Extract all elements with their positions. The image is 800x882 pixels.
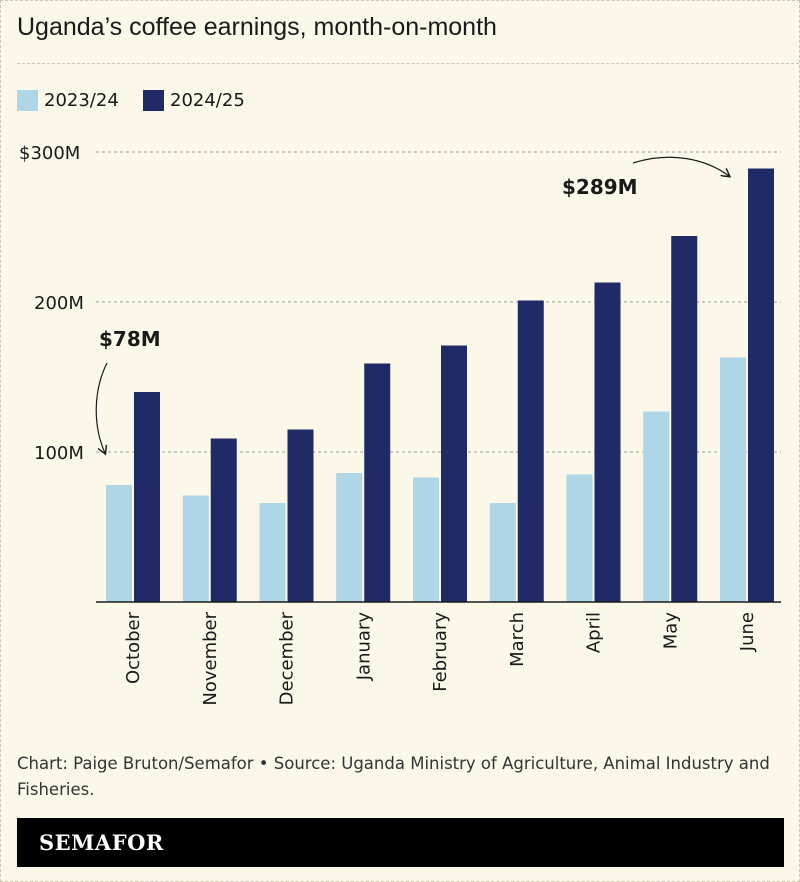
source-note: Chart: Paige Bruton/Semafor • Source: Ug… bbox=[17, 754, 770, 799]
bar-2023-24-january bbox=[336, 473, 363, 602]
bar-2024-25-february bbox=[441, 345, 467, 602]
y-tick-label: 100M bbox=[34, 443, 84, 464]
bar-2023-24-december bbox=[259, 503, 286, 602]
x-tick-label: April bbox=[584, 612, 605, 653]
x-tick-label: March bbox=[507, 612, 528, 667]
bar-2024-25-november bbox=[210, 438, 237, 602]
x-tick-label: October bbox=[123, 611, 144, 684]
legend-label: 2024/25 bbox=[170, 90, 245, 111]
bar-2024-25-march bbox=[517, 300, 544, 602]
x-tick-label: May bbox=[660, 612, 681, 650]
legend-swatch bbox=[143, 90, 164, 111]
annotation-289m: $289M bbox=[562, 175, 638, 199]
bar-2024-25-october bbox=[134, 392, 160, 602]
x-tick-label: January bbox=[353, 612, 374, 682]
x-tick-label: December bbox=[277, 611, 298, 705]
bar-2024-25-january bbox=[364, 363, 391, 602]
annotation-arrow bbox=[95, 362, 108, 453]
bar-2024-25-april bbox=[594, 282, 621, 602]
chart-title: Uganda’s coffee earnings, month-on-month bbox=[17, 13, 497, 41]
bar-2023-24-april bbox=[566, 474, 593, 602]
bar-2023-24-november bbox=[182, 495, 209, 602]
bar-2023-24-february bbox=[413, 477, 439, 602]
y-tick-label: $300M bbox=[19, 143, 80, 164]
semafor-logo: SEMAFOR bbox=[39, 830, 164, 855]
legend-label: 2023/24 bbox=[44, 90, 119, 111]
annotation-arrow bbox=[632, 156, 729, 176]
bar-2023-24-october bbox=[106, 485, 132, 602]
brand-bar: SEMAFOR bbox=[17, 818, 784, 867]
bar-2024-25-december bbox=[287, 429, 314, 602]
x-tick-label: November bbox=[200, 611, 221, 705]
bar-2023-24-march bbox=[489, 503, 516, 602]
bar-2024-25-june bbox=[748, 168, 774, 602]
legend-item-2023-24: 2023/24 bbox=[17, 90, 119, 111]
x-tick-label: June bbox=[737, 612, 758, 652]
bar-2023-24-june bbox=[720, 357, 746, 602]
bar-2023-24-may bbox=[643, 411, 670, 602]
annotation-78m: $78M bbox=[99, 327, 161, 351]
legend-item-2024-25: 2024/25 bbox=[143, 90, 245, 111]
bar-2024-25-may bbox=[671, 236, 698, 602]
x-tick-label: February bbox=[430, 612, 451, 692]
bar-chart: 100M 200M $300M October November December Janu… bbox=[19, 143, 781, 706]
title-divider bbox=[17, 63, 799, 64]
y-tick-label: 200M bbox=[34, 293, 84, 314]
legend-swatch bbox=[17, 90, 38, 111]
